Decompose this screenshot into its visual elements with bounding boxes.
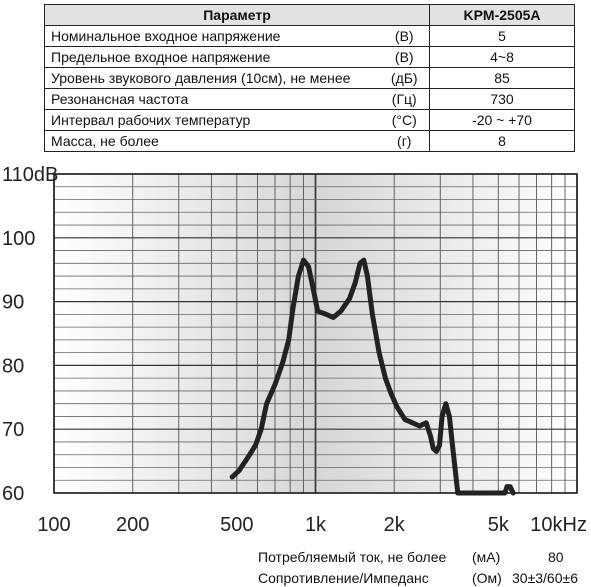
spec-header-row: Параметр KPM-2505A: [44, 4, 575, 26]
x-tick-label: 500: [220, 514, 253, 536]
spec-name: Номинальное входное напряжение: [44, 25, 380, 47]
spec-value: 85: [429, 67, 575, 89]
spec-row: Уровень звукового давления (10см), не ме…: [44, 67, 575, 89]
frequency-response-chart: 110dB 100 90 80 70 60 100 200 500 1k 2k 5k 10kHz: [2, 164, 587, 536]
footer-value: 80: [548, 549, 564, 565]
x-axis-labels: 100 200 500 1k 2k 5k 10kHz: [37, 514, 587, 536]
spec-name: Предельное входное напряжение: [44, 46, 380, 68]
spec-row: Масса, не более (г) 8: [44, 130, 575, 152]
x-tick-label: 100: [37, 514, 70, 536]
spec-value: -20 ~ +70: [429, 109, 575, 131]
spec-unit: (г): [379, 130, 430, 152]
spec-value: 4~8: [429, 46, 575, 68]
y-tick-label: 110dB: [2, 164, 58, 186]
y-tick-label: 80: [2, 355, 24, 377]
x-tick-label: 1k: [305, 514, 327, 536]
x-tick-label: 2k: [384, 514, 406, 536]
spec-name: Резонансная частота: [44, 88, 380, 110]
footer-name: Сопротивление/Импеданс: [258, 570, 429, 586]
y-tick-label: 100: [2, 228, 35, 250]
x-tick-label: 5k: [488, 514, 510, 536]
spec-unit: (дБ): [379, 67, 430, 89]
footer-row: Потребляемый ток, не более (мА) 80: [258, 549, 591, 569]
spec-unit: (В): [379, 25, 430, 47]
spec-value: 730: [429, 88, 575, 110]
spec-value: 8: [429, 130, 575, 152]
footer-unit: (Ом): [472, 570, 502, 586]
y-tick-label: 70: [2, 419, 24, 441]
spec-table: Параметр KPM-2505A Номинальное входное н…: [44, 4, 575, 152]
spec-value: 5: [429, 25, 575, 47]
param-header: Параметр: [44, 4, 430, 26]
spec-row: Номинальное входное напряжение (В) 5: [44, 25, 575, 47]
spec-name: Интервал рабочих температур: [44, 109, 380, 131]
response-curve: [229, 257, 516, 496]
y-tick-label: 60: [2, 483, 24, 505]
spec-name: Масса, не более: [44, 130, 380, 152]
y-axis-labels: 110dB 100 90 80 70 60: [2, 164, 58, 505]
chart-grid: [53, 173, 578, 494]
spec-unit: (°С): [379, 109, 430, 131]
plot-border: [53, 173, 578, 494]
spec-row: Предельное входное напряжение (В) 4~8: [44, 46, 575, 68]
footer-name: Потребляемый ток, не более: [258, 549, 447, 565]
spec-unit: (Гц): [379, 88, 430, 110]
footer-row: Сопротивление/Импеданс (Ом) 30±3/60±6: [258, 570, 591, 587]
x-tick-label: 200: [116, 514, 149, 536]
x-tick-label: 10kHz: [530, 514, 587, 536]
response-curve-group: [229, 257, 516, 496]
model-header: KPM-2505A: [429, 4, 575, 26]
spec-row: Резонансная частота (Гц) 730: [44, 88, 575, 110]
y-tick-label: 90: [2, 292, 24, 314]
footer-value: 30±3/60±6: [512, 570, 578, 586]
footer-unit: (мА): [472, 549, 501, 565]
spec-row: Интервал рабочих температур (°С) -20 ~ +…: [44, 109, 575, 131]
spec-name: Уровень звукового давления (10см), не ме…: [44, 67, 380, 89]
spec-unit: (В): [379, 46, 430, 68]
